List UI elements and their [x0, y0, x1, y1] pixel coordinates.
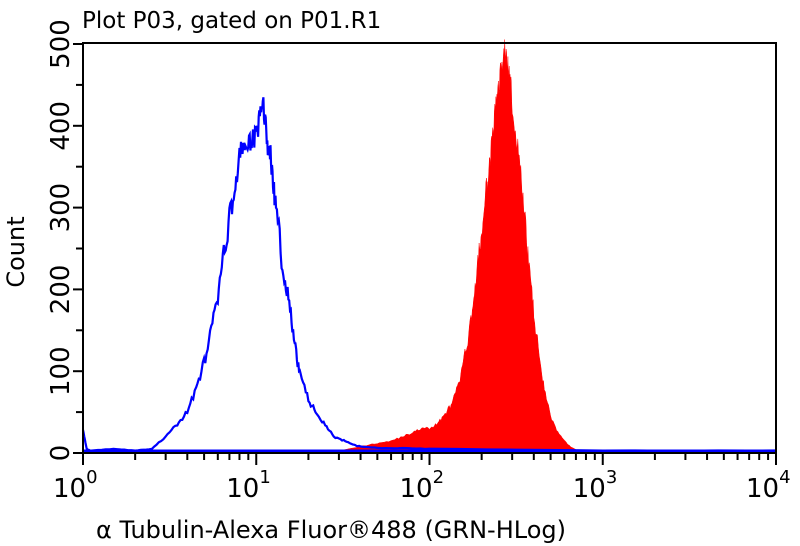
x-axis-label: α Tubulin-Alexa Fluor®488 (GRN-HLog) — [96, 516, 566, 544]
x-axis: 100 101 102 103 104 — [53, 453, 791, 504]
y-axis-label: Count — [2, 216, 30, 287]
y-tick-label: 200 — [46, 265, 76, 315]
chart-title: Plot P03, gated on P01.R1 — [82, 8, 381, 34]
y-tick-label: 400 — [46, 101, 76, 151]
y-tick-label: 500 — [46, 19, 76, 69]
plot-area — [81, 39, 777, 454]
y-tick-label: 0 — [46, 445, 76, 462]
x-tick-label: 100 — [53, 467, 98, 504]
plot-frame — [82, 42, 777, 454]
y-tick-label: 100 — [46, 346, 76, 396]
control-histogram — [81, 97, 777, 452]
x-tick-label: 103 — [573, 467, 618, 504]
x-tick-label: 102 — [400, 467, 445, 504]
stained-histogram — [338, 39, 582, 454]
x-tick-label: 104 — [746, 467, 791, 504]
y-tick-label: 300 — [46, 183, 76, 233]
y-axis: 0 100 200 300 400 500 — [46, 19, 83, 461]
x-tick-label: 101 — [226, 467, 271, 504]
